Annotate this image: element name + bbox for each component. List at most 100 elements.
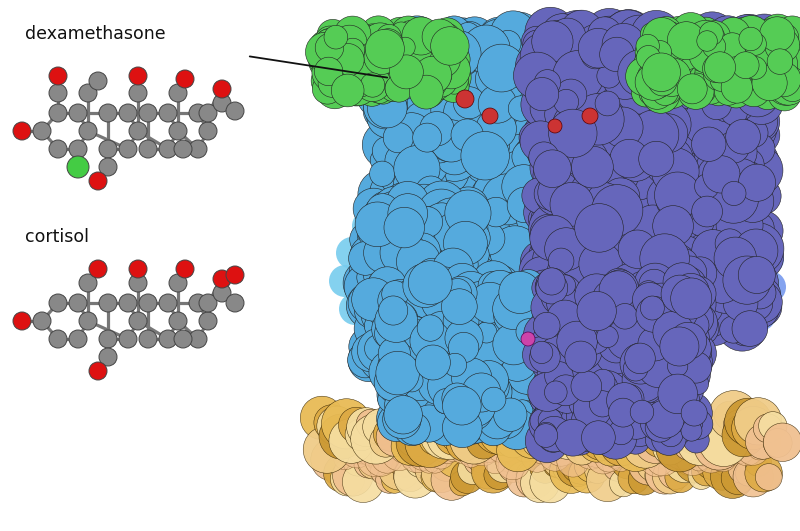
Circle shape (678, 50, 709, 81)
Circle shape (392, 280, 440, 328)
Circle shape (389, 310, 432, 353)
Circle shape (682, 186, 713, 217)
Circle shape (319, 56, 353, 90)
Circle shape (396, 323, 431, 358)
Circle shape (486, 87, 526, 125)
Circle shape (314, 43, 340, 70)
Circle shape (569, 456, 605, 493)
Circle shape (378, 387, 403, 412)
Circle shape (704, 271, 746, 313)
Circle shape (529, 403, 570, 444)
Circle shape (427, 276, 462, 312)
Circle shape (746, 238, 772, 264)
Circle shape (362, 409, 399, 445)
Circle shape (551, 13, 603, 65)
Circle shape (622, 36, 658, 72)
Circle shape (362, 318, 397, 353)
Circle shape (372, 77, 417, 122)
Circle shape (682, 71, 716, 104)
Circle shape (388, 406, 422, 440)
Circle shape (445, 82, 483, 120)
Circle shape (492, 237, 528, 273)
Circle shape (496, 229, 541, 275)
Circle shape (402, 17, 440, 55)
Circle shape (362, 64, 410, 110)
Circle shape (556, 247, 601, 293)
Circle shape (520, 32, 569, 81)
Circle shape (666, 295, 706, 335)
Circle shape (407, 272, 447, 312)
Circle shape (607, 263, 658, 313)
Circle shape (435, 303, 462, 330)
Circle shape (592, 185, 643, 236)
Circle shape (614, 24, 658, 67)
Circle shape (690, 64, 726, 101)
Circle shape (389, 205, 430, 246)
Circle shape (478, 406, 528, 456)
Circle shape (738, 101, 780, 142)
Circle shape (625, 271, 664, 310)
Circle shape (598, 361, 633, 396)
Circle shape (716, 202, 763, 249)
Circle shape (682, 112, 729, 158)
Circle shape (562, 114, 614, 165)
Circle shape (511, 277, 539, 305)
Circle shape (374, 41, 399, 66)
Circle shape (174, 140, 192, 158)
Circle shape (574, 203, 623, 252)
Circle shape (720, 54, 745, 79)
Circle shape (404, 367, 433, 396)
Circle shape (582, 135, 626, 178)
Circle shape (602, 10, 654, 61)
Circle shape (587, 361, 609, 382)
Circle shape (510, 95, 550, 136)
Circle shape (617, 153, 651, 187)
Circle shape (726, 124, 759, 157)
Circle shape (550, 186, 600, 236)
Circle shape (515, 74, 542, 100)
Circle shape (417, 315, 443, 341)
Circle shape (566, 396, 607, 436)
Circle shape (390, 402, 425, 438)
Circle shape (446, 231, 472, 258)
Circle shape (566, 109, 611, 155)
Circle shape (545, 362, 574, 390)
Circle shape (739, 182, 770, 211)
Circle shape (620, 343, 661, 384)
Circle shape (533, 366, 569, 402)
Circle shape (315, 33, 344, 62)
Circle shape (726, 185, 765, 225)
Circle shape (498, 451, 530, 483)
Circle shape (634, 344, 669, 378)
Circle shape (590, 244, 639, 293)
Circle shape (434, 221, 479, 266)
Circle shape (424, 288, 464, 329)
Circle shape (685, 289, 734, 337)
Circle shape (643, 244, 674, 275)
Circle shape (438, 23, 462, 47)
Circle shape (674, 249, 702, 278)
Circle shape (410, 26, 454, 69)
Circle shape (590, 369, 615, 393)
Circle shape (638, 25, 678, 64)
Circle shape (388, 43, 415, 70)
Circle shape (652, 58, 691, 97)
Circle shape (604, 302, 634, 332)
Circle shape (213, 284, 231, 302)
Circle shape (721, 99, 747, 125)
Circle shape (441, 196, 472, 227)
Circle shape (508, 253, 557, 302)
Circle shape (709, 41, 731, 63)
Circle shape (574, 447, 610, 483)
Circle shape (644, 136, 694, 186)
Circle shape (462, 359, 495, 393)
Circle shape (639, 269, 670, 299)
Circle shape (688, 463, 714, 490)
Circle shape (470, 282, 510, 323)
Circle shape (433, 252, 471, 290)
Circle shape (737, 225, 766, 254)
Circle shape (394, 112, 434, 152)
Circle shape (417, 55, 452, 90)
Circle shape (530, 408, 554, 433)
Circle shape (550, 82, 590, 122)
